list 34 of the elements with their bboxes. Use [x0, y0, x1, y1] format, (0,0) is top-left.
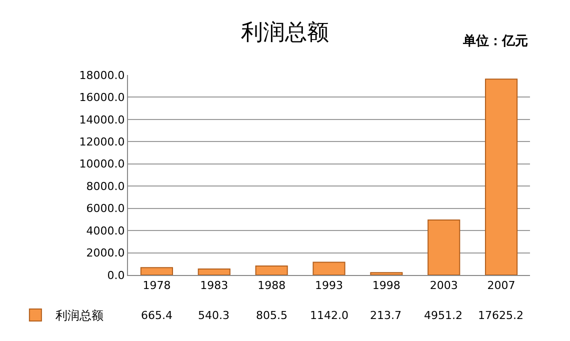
data-label: 213.7 [370, 309, 402, 322]
y-tick-label: 0.0 [107, 268, 125, 282]
y-tick-label: 12000.0 [79, 136, 125, 149]
bar [484, 78, 518, 275]
legend-label: 利润总额 [55, 308, 104, 323]
data-label: 805.5 [256, 309, 288, 322]
x-tick-label: 2007 [487, 279, 516, 292]
bar [370, 272, 403, 275]
x-tick-label: 1998 [372, 279, 400, 292]
data-label: 665.4 [141, 309, 172, 322]
y-tick-label: 6000.0 [86, 202, 125, 216]
bar [312, 262, 346, 275]
y-tick-label: 2000.0 [86, 246, 125, 260]
y-tick-label: 8000.0 [86, 180, 125, 193]
x-tick-label: 1978 [142, 279, 171, 292]
x-tick-label: 1983 [200, 279, 228, 292]
data-label: 4951.2 [424, 309, 462, 322]
x-tick-label: 1988 [258, 279, 286, 292]
x-tick-label: 1993 [315, 279, 343, 292]
bar [255, 266, 288, 275]
chart-title: 利润总额 [241, 20, 329, 46]
y-tick-label: 18000.0 [79, 68, 125, 82]
y-tick-label: 4000.0 [86, 224, 125, 238]
bar [140, 267, 174, 275]
data-label: 540.3 [198, 309, 230, 322]
y-tick-label: 10000.0 [79, 158, 125, 171]
y-tick-label: 16000.0 [79, 91, 125, 104]
y-tick-label: 14000.0 [79, 113, 125, 126]
x-tick-label: 2003 [430, 279, 458, 292]
text: 单位：亿元 [462, 33, 528, 49]
data-label: 17625.2 [478, 309, 524, 322]
data-label: 1142.0 [310, 309, 348, 322]
bar [428, 219, 460, 275]
bar [198, 268, 230, 275]
